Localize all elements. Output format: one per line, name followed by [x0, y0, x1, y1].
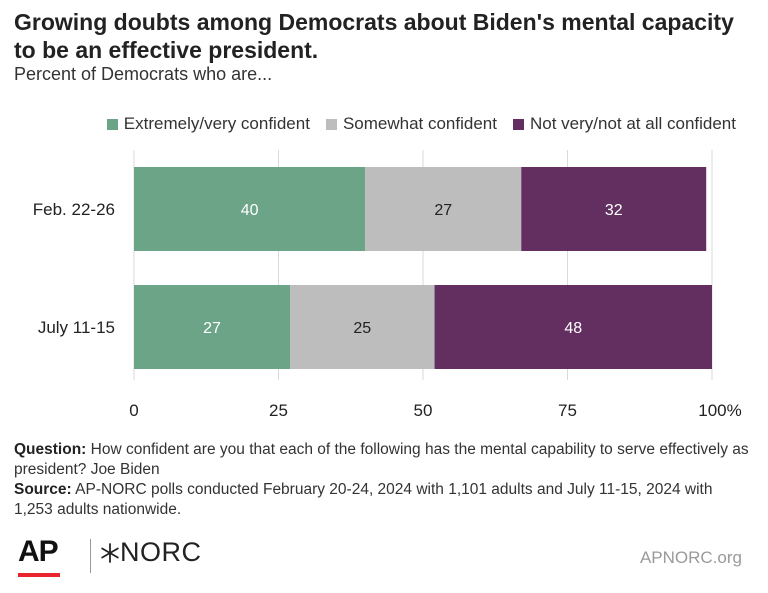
bar-segment: [134, 167, 366, 251]
data-label: 40: [241, 202, 259, 219]
data-label: 32: [605, 202, 623, 219]
question-label: Question:: [14, 441, 87, 458]
x-tick-label: 50: [414, 401, 433, 420]
legend-swatch: [106, 118, 118, 130]
question-note: Question: How confident are you that eac…: [14, 440, 754, 480]
legend-item-not-confident: Not very/not at all confident: [512, 114, 736, 134]
source-label: Source:: [14, 481, 72, 498]
website-url[interactable]: APNORC.org: [639, 548, 742, 567]
legend-label: Somewhat confident: [342, 114, 497, 133]
x-tick-label: 100%: [698, 401, 741, 420]
x-tick-label: 0: [129, 401, 138, 420]
x-tick-label: 75: [558, 401, 577, 420]
norc-logo: NORC: [100, 537, 202, 568]
source-note: Source: AP-NORC polls conducted February…: [14, 480, 754, 520]
legend-item-extremely-confident: Extremely/very confident: [106, 114, 310, 134]
chart-notes: Question: How confident are you that eac…: [14, 440, 754, 520]
bar-segment: [365, 167, 522, 251]
bar-segment: [521, 167, 707, 251]
legend-label: Extremely/very confident: [123, 114, 310, 133]
legend-item-somewhat-confident: Somewhat confident: [325, 114, 497, 134]
data-label: 48: [564, 320, 582, 337]
legend-swatch: [325, 118, 337, 130]
ap-logo-underline: [18, 573, 60, 577]
data-label: 27: [203, 320, 221, 337]
norc-star-icon: [101, 543, 119, 563]
chart-subtitle: Percent of Democrats who are...: [14, 64, 273, 84]
data-label: 27: [434, 202, 452, 219]
stacked-bar-chart: 40 27 32 Feb. 22-26 27 25 48 July 11-15 0 25 50 75 1…: [33, 150, 742, 420]
category-label: July 11-15: [38, 318, 115, 337]
source-text: AP-NORC polls conducted February 20-24, …: [14, 481, 713, 518]
ap-logo: AP: [18, 535, 59, 568]
legend-swatch: [512, 118, 524, 130]
legend-label: Not very/not at all confident: [529, 114, 736, 133]
logo-divider: [90, 539, 91, 573]
question-text: How confident are you that each of the f…: [14, 441, 749, 478]
x-tick-label: 25: [269, 401, 288, 420]
category-label: Feb. 22-26: [33, 200, 115, 219]
bar-segment: [290, 285, 435, 369]
data-label: 25: [353, 320, 371, 337]
chart-title: Growing doubts among Democrats about Bid…: [14, 9, 734, 63]
footer-logos: AP NORC: [14, 535, 314, 579]
bar-segment: [434, 285, 712, 369]
norc-logo-text: NORC: [120, 537, 202, 567]
legend: Extremely/very confident Somewhat confid…: [106, 114, 736, 134]
bar-segment: [134, 285, 291, 369]
